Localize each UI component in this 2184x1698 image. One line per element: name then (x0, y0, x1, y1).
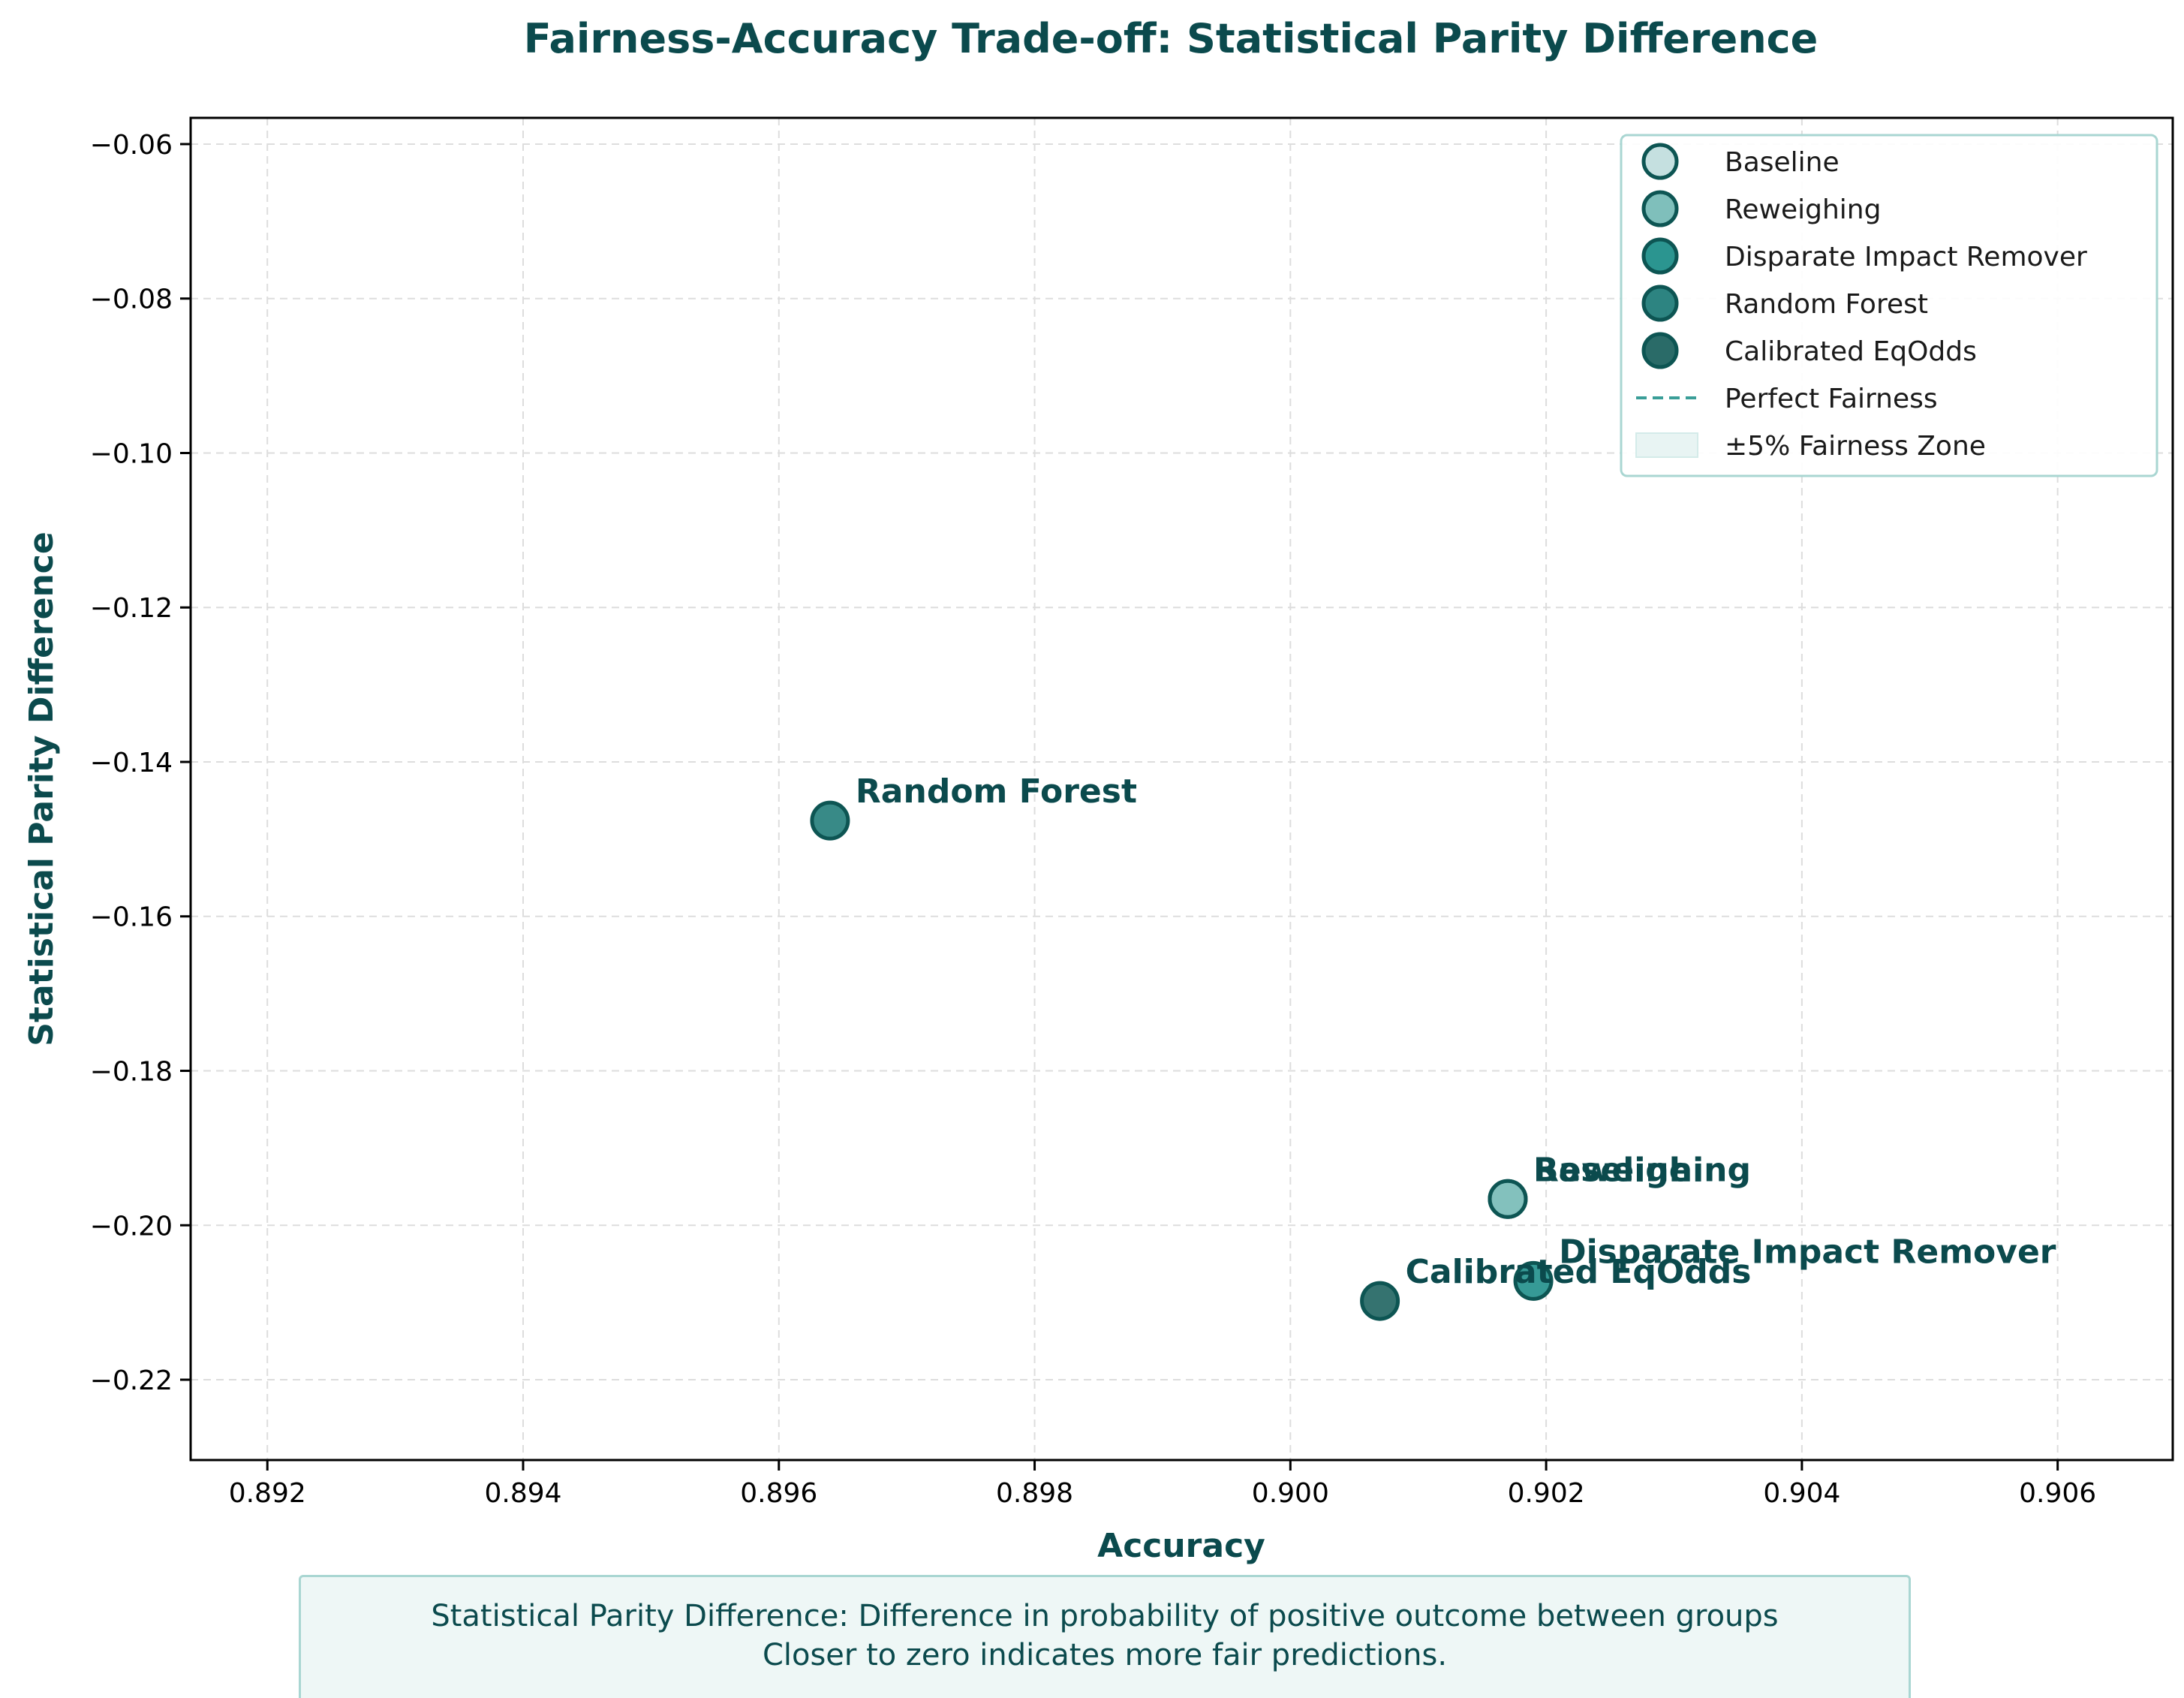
legend-marker (1641, 332, 1679, 369)
info-note: Statistical Parity Difference: Differenc… (299, 1575, 1911, 1698)
y-tick-label: −0.16 (90, 902, 173, 933)
y-tick-label: −0.22 (90, 1365, 173, 1396)
legend-entry-label: Perfect Fairness (1725, 384, 1938, 414)
data-point (810, 800, 850, 841)
x-tick-label: 0.896 (740, 1478, 817, 1509)
legend-marker (1641, 237, 1679, 275)
legend-entry-label: Random Forest (1725, 289, 1928, 320)
data-point (1360, 1281, 1400, 1321)
data-point (1488, 1179, 1528, 1219)
y-tick-label: −0.06 (90, 130, 173, 161)
x-tick-label: 0.904 (1763, 1478, 1840, 1509)
x-tick-label: 0.906 (2019, 1478, 2096, 1509)
axis-ticks: 0.892 0.894 0.896 0.898 0.900 0.902 0.904 0.906… (90, 130, 2097, 1509)
legend-marker (1641, 143, 1679, 180)
y-axis-label: Statistical Parity Difference (23, 531, 61, 1046)
note-line-2: Closer to zero indicates more fair predi… (762, 1638, 1448, 1672)
data-point (1513, 1260, 1554, 1301)
x-tick-label: 0.892 (229, 1478, 306, 1509)
legend: Baseline Reweighing Disparate Impact Remov… (1620, 134, 2158, 477)
data-point-label: Baseline (1533, 1151, 1692, 1189)
x-tick-label: 0.898 (996, 1478, 1073, 1509)
data-point-label: Disparate Impact Remover (1559, 1233, 2056, 1271)
legend-entry-label: Baseline (1725, 147, 1840, 178)
y-tick-label: −0.14 (90, 748, 173, 778)
legend-entry-label: Reweighing (1725, 194, 1881, 225)
y-tick-label: −0.20 (90, 1211, 173, 1242)
y-tick-label: −0.10 (90, 438, 173, 469)
data-point-label: Random Forest (856, 772, 1137, 811)
data-point-label: Reweighing (1533, 1151, 1751, 1189)
x-tick-label: 0.894 (484, 1478, 561, 1509)
chart-title: Fairness-Accuracy Trade-off: Statistical… (524, 15, 1818, 62)
y-tick-label: −0.08 (90, 285, 173, 315)
y-tick-label: −0.18 (90, 1057, 173, 1088)
legend-box (1620, 134, 2158, 477)
x-axis-label: Accuracy (1097, 1527, 1265, 1565)
plot-frame (189, 116, 2174, 1462)
data-point-label: Calibrated EqOdds (1406, 1253, 1752, 1291)
data-points (810, 800, 1554, 1321)
legend-marker (1641, 190, 1679, 227)
y-tick-label: −0.12 (90, 593, 173, 624)
note-line-1: Statistical Parity Difference: Differenc… (431, 1599, 1779, 1633)
x-tick-label: 0.900 (1252, 1478, 1329, 1509)
legend-entry-label: Disparate Impact Remover (1725, 242, 2087, 272)
legend-items: Baseline Reweighing Disparate Impact Remov… (1635, 143, 2087, 462)
legend-entry-label: ±5% Fairness Zone (1725, 431, 1986, 462)
legend-zone-marker (1635, 432, 1698, 458)
legend-entry-label: Calibrated EqOdds (1725, 336, 1977, 367)
x-tick-label: 0.902 (1508, 1478, 1585, 1509)
legend-marker (1641, 285, 1679, 322)
